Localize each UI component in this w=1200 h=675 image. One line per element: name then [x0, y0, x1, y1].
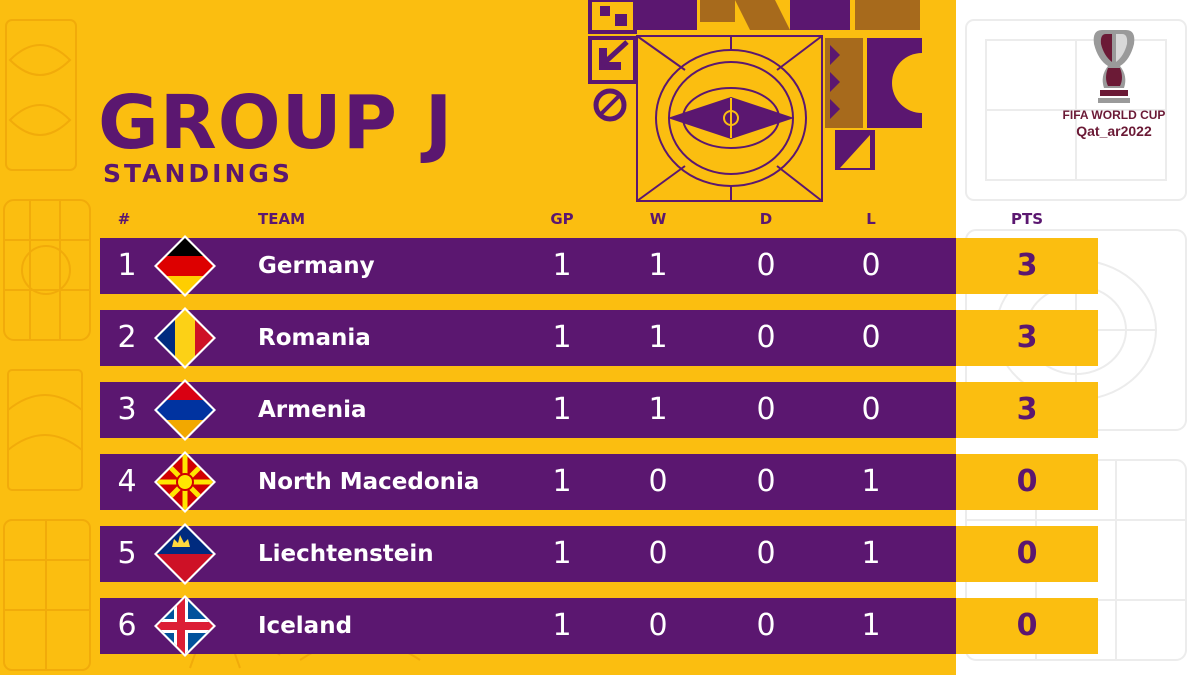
d-cell: 0 [756, 608, 776, 643]
team-name: North Macedonia [258, 469, 480, 495]
pts-cell: 0 [1016, 464, 1038, 499]
armenia-flag-icon [154, 379, 216, 441]
page-subtitle: STANDINGS [103, 159, 293, 188]
gp-cell: 1 [552, 248, 572, 283]
liechtenstein-flag-icon [154, 523, 216, 585]
header-team: TEAM [258, 210, 306, 228]
l-cell: 0 [861, 392, 881, 427]
team-name: Liechtenstein [258, 541, 434, 567]
gp-cell: 1 [552, 464, 572, 499]
l-cell: 1 [861, 536, 881, 571]
qatar-pattern-art [588, 0, 925, 202]
w-cell: 1 [648, 320, 668, 355]
pts-cell: 3 [1016, 248, 1038, 283]
w-cell: 0 [648, 464, 668, 499]
d-cell: 0 [756, 464, 776, 499]
pts-cell: 0 [1016, 608, 1038, 643]
gp-cell: 1 [552, 320, 572, 355]
pts-cell: 3 [1016, 392, 1038, 427]
l-cell: 1 [861, 608, 881, 643]
team-name: Iceland [258, 613, 353, 639]
row-bar [100, 310, 956, 366]
pts-cell: 3 [1016, 320, 1038, 355]
d-cell: 0 [756, 248, 776, 283]
team-name: Armenia [258, 397, 367, 423]
fifa-world-cup-logo: FIFA WORLD CUP Qat_ar2022 [1060, 26, 1168, 146]
rank-cell: 2 [117, 320, 137, 355]
row-pts-cell [956, 238, 1098, 294]
gp-cell: 1 [552, 608, 572, 643]
rank-cell: 5 [117, 536, 137, 571]
l-cell: 0 [861, 320, 881, 355]
row-bar [100, 526, 956, 582]
w-cell: 1 [648, 248, 668, 283]
row-pts-cell [956, 454, 1098, 510]
gp-cell: 1 [552, 392, 572, 427]
table-row: 4 North Macedonia 1 0 0 1 0 [100, 451, 1100, 513]
table-row: 1 Germany 1 1 0 0 3 [100, 235, 1100, 297]
germany-flag-icon [154, 235, 216, 297]
row-pts-cell [956, 310, 1098, 366]
row-pts-cell [956, 526, 1098, 582]
l-cell: 1 [861, 464, 881, 499]
row-pts-cell [956, 598, 1098, 654]
d-cell: 0 [756, 536, 776, 571]
page-title: GROUP J [98, 80, 454, 166]
trophy-emblem-icon [1093, 30, 1135, 103]
logo-text-fifa: FIFA WORLD CUP [1062, 108, 1166, 122]
row-bar [100, 454, 956, 510]
w-cell: 0 [648, 536, 668, 571]
romania-flag-icon [154, 307, 216, 369]
rank-cell: 6 [117, 608, 137, 643]
l-cell: 0 [861, 248, 881, 283]
team-name: Romania [258, 325, 371, 351]
pts-cell: 0 [1016, 536, 1038, 571]
table-row: 5 Liechtenstein 1 0 0 1 0 [100, 523, 1100, 585]
header-l: L [866, 210, 876, 228]
iceland-flag-icon [154, 595, 216, 657]
d-cell: 0 [756, 320, 776, 355]
row-pts-cell [956, 382, 1098, 438]
header-w: W [649, 210, 667, 228]
pts-header: PTS [1010, 210, 1044, 228]
team-name: Germany [258, 253, 375, 279]
rank-cell: 1 [117, 248, 137, 283]
row-bar [100, 238, 956, 294]
table-row: 2 Romania 1 1 0 0 3 [100, 307, 1100, 369]
w-cell: 1 [648, 392, 668, 427]
header-gp: GP [550, 210, 574, 228]
header-d: D [759, 210, 773, 228]
rank-cell: 3 [117, 392, 137, 427]
d-cell: 0 [756, 392, 776, 427]
gp-cell: 1 [552, 536, 572, 571]
row-bar [100, 382, 956, 438]
header-rank: # [117, 210, 131, 228]
w-cell: 0 [648, 608, 668, 643]
table-row: 3 Armenia 1 1 0 0 3 [100, 379, 1100, 441]
rank-cell: 4 [117, 464, 137, 499]
logo-text-qatar: Qat_ar2022 [1076, 123, 1152, 139]
row-bar [100, 598, 956, 654]
table-row: 6 Iceland 1 0 0 1 0 [100, 595, 1100, 657]
north-macedonia-flag-icon [154, 451, 216, 513]
